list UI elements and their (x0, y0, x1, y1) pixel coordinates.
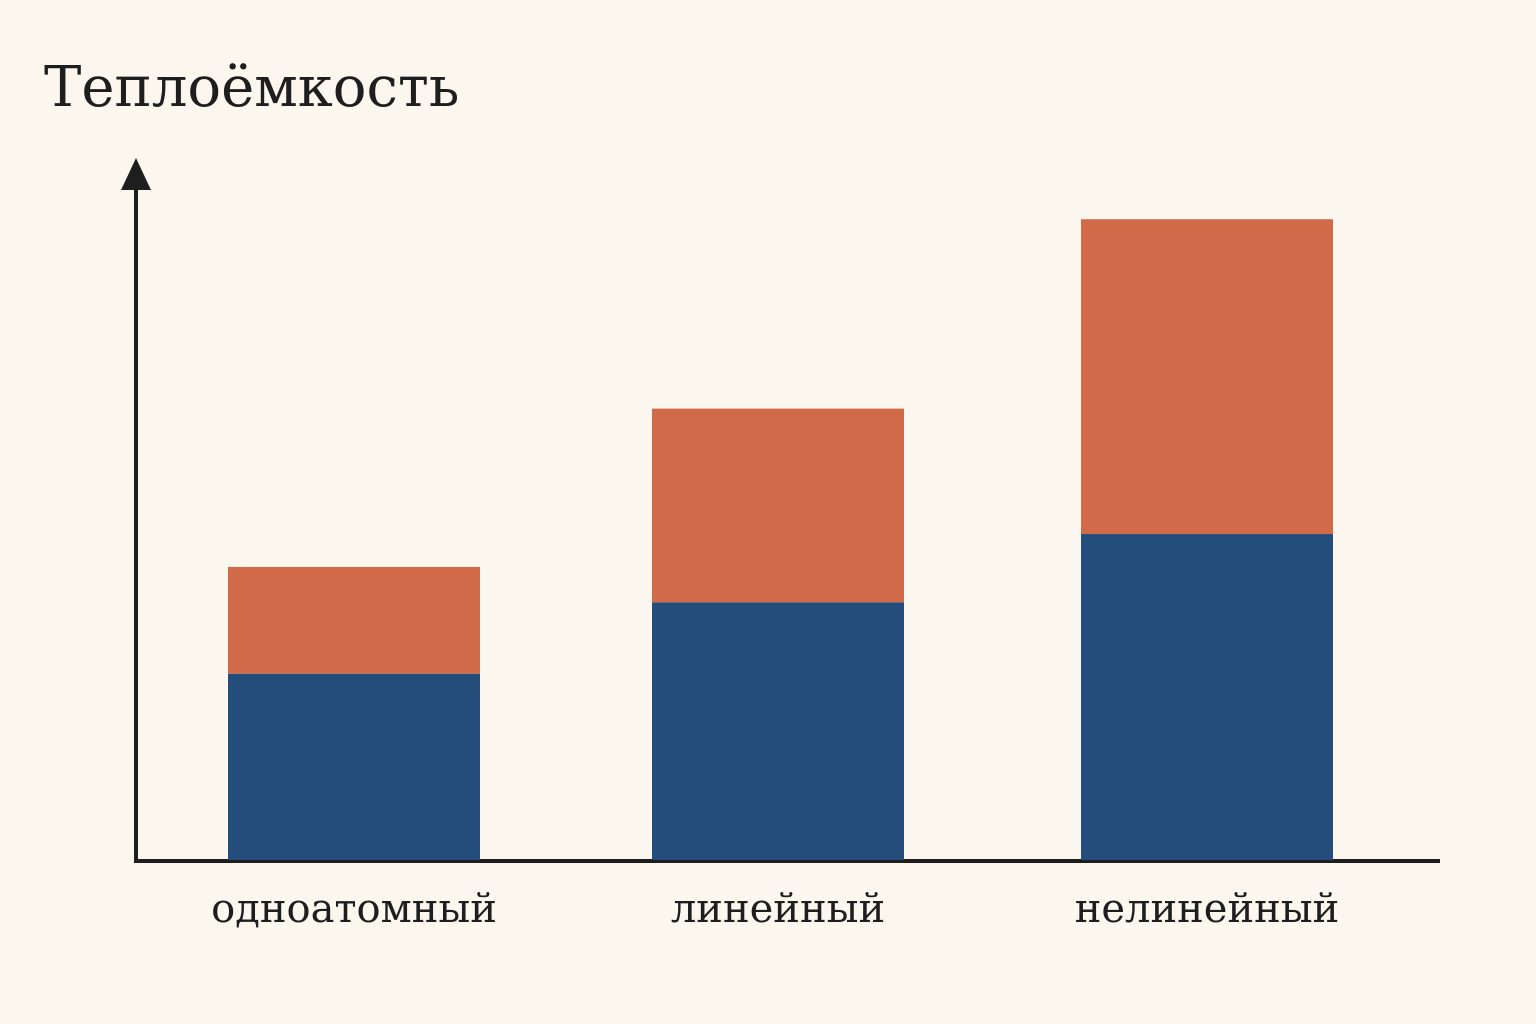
bar-segment-upper-3 (1081, 219, 1333, 535)
bar-segment-upper-1 (228, 566, 480, 674)
bar-segment-upper-2 (652, 408, 904, 603)
bar-segment-lower-2 (652, 602, 904, 860)
bar-segment-lower-1 (228, 673, 480, 860)
x-tick-labels: одноатомный линейный нелинейный (211, 886, 1339, 932)
y-axis-arrow-icon (121, 158, 151, 190)
x-tick-label: нелинейный (1075, 886, 1340, 932)
y-axis-label: Теплоёмкость (44, 55, 459, 120)
x-tick-label: одноатомный (211, 886, 497, 932)
bars-group (228, 219, 1333, 860)
bar-segment-lower-3 (1081, 534, 1333, 860)
x-tick-label: линейный (671, 886, 885, 932)
